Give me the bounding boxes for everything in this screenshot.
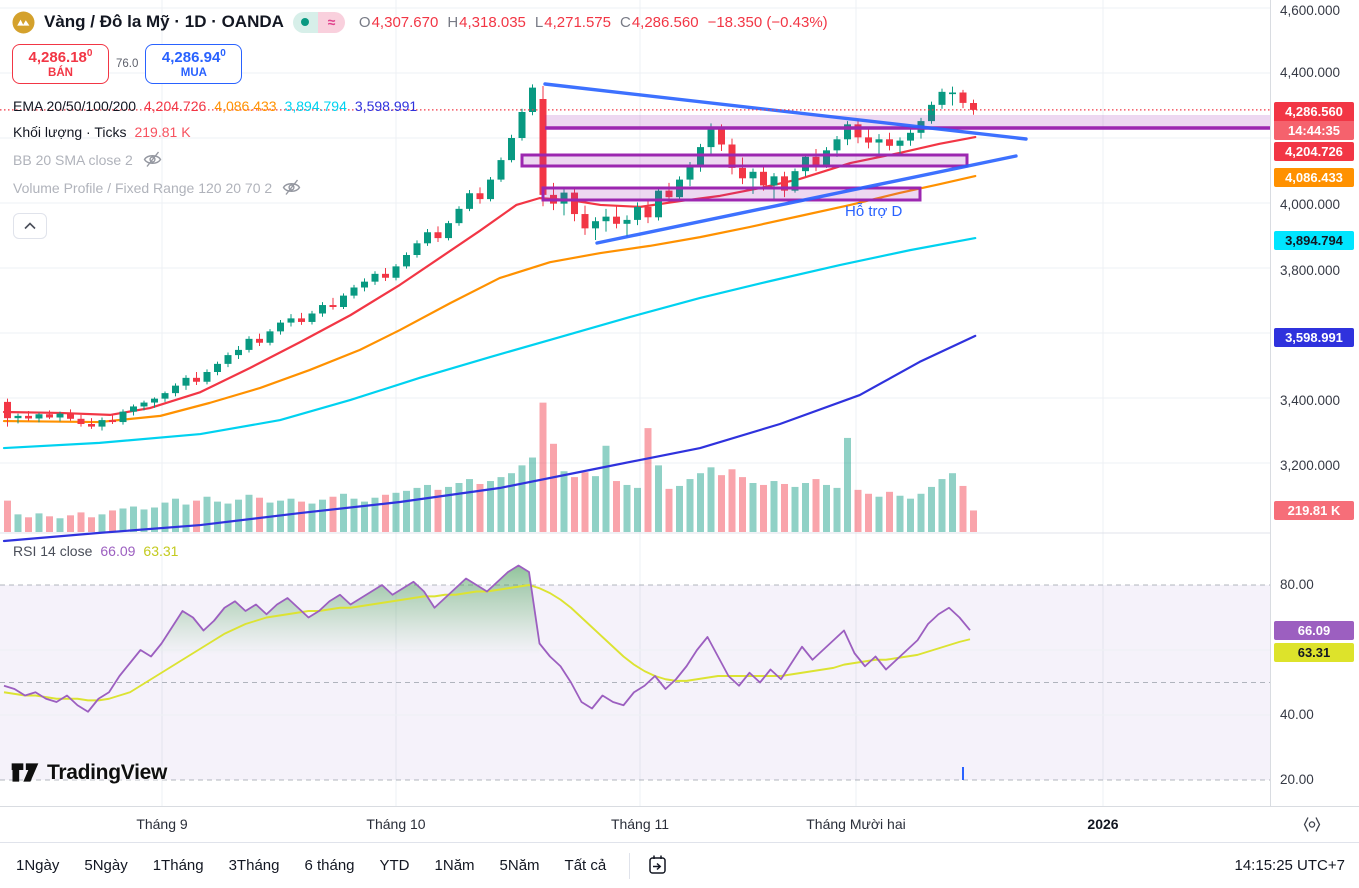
price-badge: 3,598.991 xyxy=(1274,328,1354,347)
chart-canvas[interactable]: Hỗ trợ D xyxy=(0,0,1270,806)
change-readout: −18.350 (−0.43%) xyxy=(707,13,828,31)
price-badge: 4,204.726 xyxy=(1274,142,1354,161)
price-badge: 63.31 xyxy=(1274,643,1354,662)
eye-off-icon[interactable] xyxy=(143,150,162,169)
legend-rsi[interactable]: RSI 14 close 66.09 63.31 xyxy=(13,543,178,559)
axis-label: 4,000.000 xyxy=(1280,197,1341,212)
legend-volume[interactable]: Khối lượng · Ticks 219.81 K xyxy=(13,124,191,140)
time-label: Tháng 11 xyxy=(610,816,670,832)
range-button[interactable]: 1Tháng xyxy=(151,853,206,878)
price-badge: 66.09 xyxy=(1274,621,1354,640)
rsi-value: 66.09 xyxy=(100,543,136,559)
trade-buttons: 4,286.180 BÁN 76.0 4,286.940 MUA xyxy=(12,44,243,84)
legend-volume-value: 219.81 K xyxy=(134,124,191,140)
price-badge: 3,894.794 xyxy=(1274,231,1354,250)
legend-bb[interactable]: BB 20 SMA close 2 xyxy=(13,150,162,169)
market-open-dot-icon xyxy=(292,11,318,33)
time-label: 2026 xyxy=(1087,816,1119,832)
price-badge: 219.81 K xyxy=(1274,501,1354,520)
symbol-logo-icon xyxy=(12,11,35,34)
clock-readout[interactable]: 14:15:25 UTC+7 xyxy=(1234,857,1346,874)
legend-vp-title: Volume Profile / Fixed Range 120 20 70 2 xyxy=(13,179,273,196)
axis-label: 3,800.000 xyxy=(1280,263,1341,278)
approx-price-icon: ≈ xyxy=(317,11,345,33)
price-badge: 4,086.433 xyxy=(1274,168,1354,187)
ema50-value: 4,086.433 xyxy=(214,98,277,114)
legend-volume-profile[interactable]: Volume Profile / Fixed Range 120 20 70 2 xyxy=(13,178,301,197)
price-badge: 4,286.560 14:44:35 xyxy=(1274,102,1354,140)
time-axis[interactable]: Tháng 9 Tháng 10 Tháng 11 Tháng Mười hai 202… xyxy=(0,806,1359,842)
bottom-toolbar: 1Ngày 5Ngày 1Tháng 3Tháng 6 tháng YTD 1Năm 5Năm… xyxy=(0,842,1359,888)
range-button[interactable]: 1Ngày xyxy=(14,853,61,878)
range-button[interactable]: YTD xyxy=(378,853,412,878)
legend-ema-title: EMA 20/50/100/200 xyxy=(13,98,136,114)
sell-button[interactable]: 4,286.180 BÁN xyxy=(12,44,109,84)
market-status-pills[interactable]: ≈ xyxy=(292,11,345,33)
range-button[interactable]: 5Năm xyxy=(498,853,542,878)
axis-label: 3,400.000 xyxy=(1280,393,1341,408)
ema200-value: 3,598.991 xyxy=(354,98,418,114)
legend-ema[interactable]: EMA 20/50/100/200 4,204.726 4,086.433 3,… xyxy=(13,98,417,114)
goto-date-button[interactable] xyxy=(646,854,669,877)
symbol-header: Vàng / Đô la Mỹ · 1D · OANDA ≈ O4,307.67… xyxy=(12,7,828,37)
price-axis[interactable]: 4,600.000 4,400.000 4,000.000 3,800.000 3,40… xyxy=(1270,0,1359,806)
ema20-value: 4,204.726 xyxy=(144,98,207,114)
svg-text:Hỗ trợ D: Hỗ trợ D xyxy=(845,203,903,220)
chevron-up-icon xyxy=(24,222,36,230)
range-button[interactable]: 5Ngày xyxy=(82,853,129,878)
range-button[interactable]: 3Tháng xyxy=(227,853,282,878)
axis-label: 80.00 xyxy=(1280,577,1314,592)
range-buttons: 1Ngày 5Ngày 1Tháng 3Tháng 6 tháng YTD 1Năm 5Năm… xyxy=(14,853,629,878)
range-button[interactable]: 1Năm xyxy=(433,853,477,878)
buy-button[interactable]: 4,286.940 MUA xyxy=(145,44,243,84)
axis-label: 4,600.000 xyxy=(1280,3,1341,18)
ema100-value: 3,894.794 xyxy=(284,98,347,114)
collapse-legend-button[interactable] xyxy=(13,213,47,239)
tradingview-watermark[interactable]: TradingView xyxy=(10,760,167,785)
eye-off-icon[interactable] xyxy=(282,178,301,197)
time-label: Tháng 10 xyxy=(366,816,426,832)
spread-value: 76.0 xyxy=(116,58,139,70)
ohlc-readout: O4,307.670 H4,318.035 L4,271.575 C4,286.… xyxy=(358,13,828,31)
tradingview-logo-icon xyxy=(11,763,39,782)
range-button[interactable]: Tất cả xyxy=(563,853,609,878)
range-button[interactable]: 6 tháng xyxy=(302,853,356,878)
legend-volume-title: Khối lượng · Ticks xyxy=(13,124,127,140)
time-label: Tháng 9 xyxy=(136,816,188,832)
axis-label: 20.00 xyxy=(1280,772,1314,787)
watermark-text: TradingView xyxy=(47,760,168,784)
rsi-ma-value: 63.31 xyxy=(143,543,179,559)
legend-bb-title: BB 20 SMA close 2 xyxy=(13,151,133,168)
axis-settings-icon[interactable] xyxy=(1302,815,1322,839)
axis-label: 3,200.000 xyxy=(1280,458,1341,473)
symbol-title[interactable]: Vàng / Đô la Mỹ · 1D · OANDA xyxy=(44,12,284,31)
time-label: Tháng Mười hai xyxy=(806,816,906,832)
toolbar-divider xyxy=(629,852,631,879)
legend-rsi-title: RSI 14 close xyxy=(13,543,93,559)
axis-label: 4,400.000 xyxy=(1280,65,1341,80)
axis-label: 40.00 xyxy=(1280,707,1314,722)
